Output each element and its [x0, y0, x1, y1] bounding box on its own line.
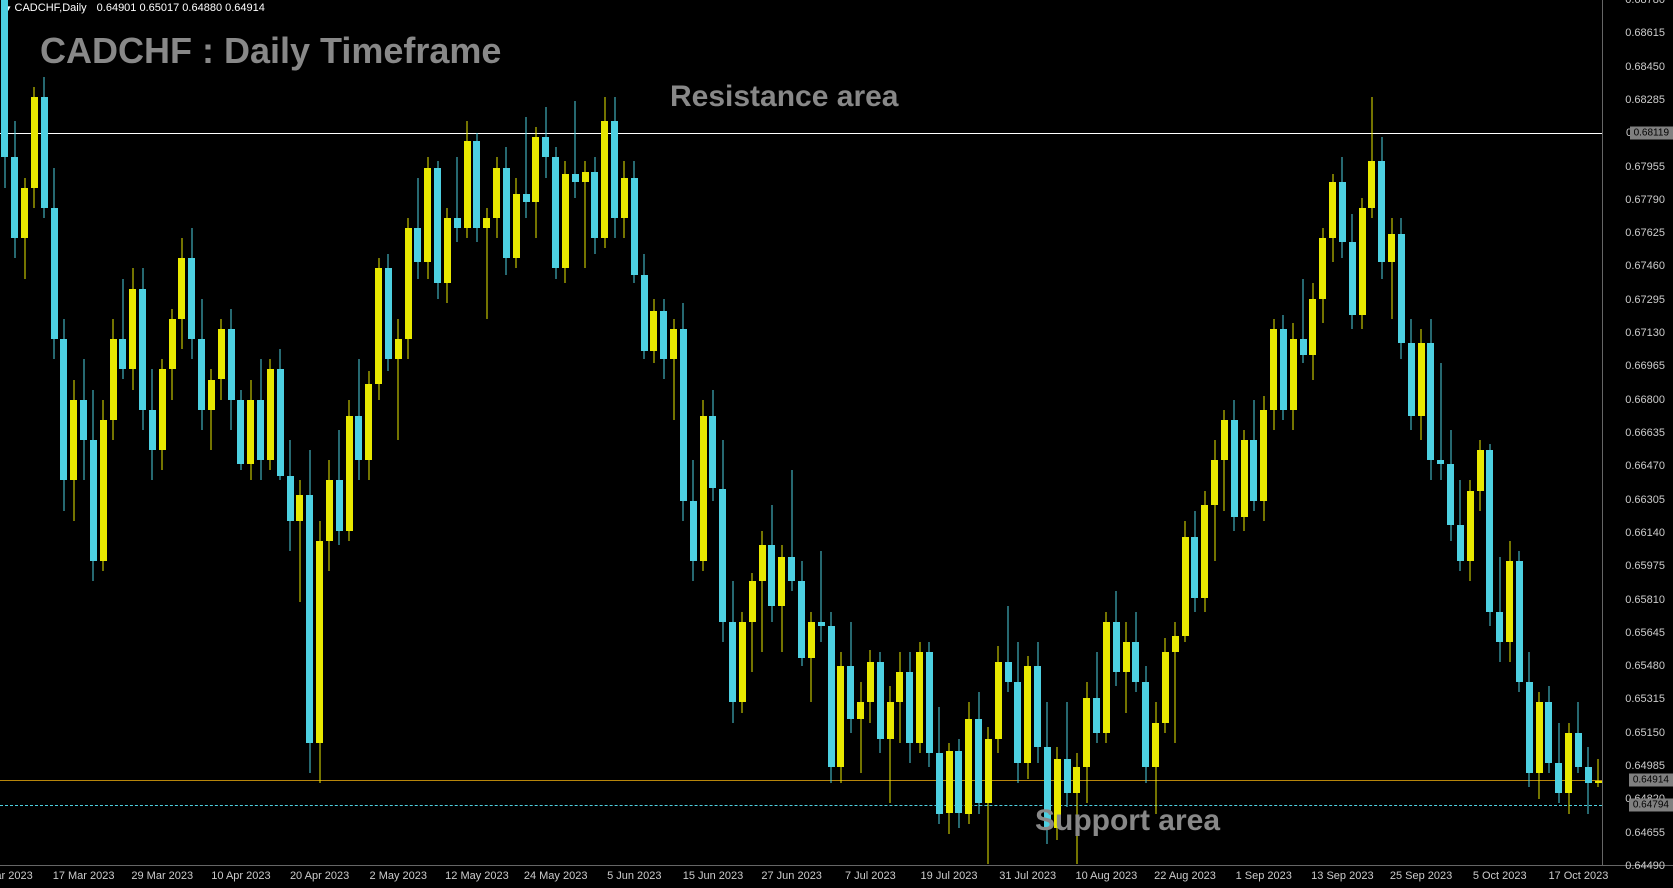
- x-tick: 10 Apr 2023: [211, 870, 270, 882]
- y-tick: 0.65315: [1625, 693, 1665, 705]
- support-annotation: Support area: [1035, 804, 1220, 838]
- y-tick: 0.68285: [1625, 94, 1665, 106]
- resistance-annotation: Resistance area: [670, 80, 899, 114]
- x-tick: 5 Oct 2023: [1473, 870, 1527, 882]
- x-tick: 24 May 2023: [524, 870, 588, 882]
- x-tick: 12 May 2023: [445, 870, 509, 882]
- y-tick: 0.64985: [1625, 760, 1665, 772]
- x-tick: 17 Oct 2023: [1548, 870, 1608, 882]
- y-tick: 0.68780: [1625, 0, 1665, 6]
- y-tick: 0.66140: [1625, 527, 1665, 539]
- y-tick: 0.67790: [1625, 194, 1665, 206]
- x-tick: 17 Mar 2023: [53, 870, 115, 882]
- horizontal-line: [0, 133, 1602, 134]
- price-label: 0.64794: [1629, 798, 1673, 811]
- y-axis: 0.68780 0.68615 0.68450 0.68285 0.68119 0.679…: [1603, 0, 1673, 866]
- x-tick: 1 Sep 2023: [1236, 870, 1292, 882]
- x-tick: 15 Jun 2023: [683, 870, 744, 882]
- chart-container[interactable]: ▾ CADCHF,Daily 0.64901 0.65017 0.64880 0…: [0, 0, 1673, 888]
- y-tick: 0.66965: [1625, 360, 1665, 372]
- y-tick: 0.65645: [1625, 627, 1665, 639]
- bid-line: [0, 805, 1602, 806]
- x-axis: 7 Mar 2023 17 Mar 2023 29 Mar 2023 10 Apr 2…: [0, 866, 1603, 888]
- x-tick: 2 May 2023: [370, 870, 427, 882]
- y-tick: 0.66305: [1625, 494, 1665, 506]
- x-tick: 7 Mar 2023: [0, 870, 33, 882]
- x-tick: 10 Aug 2023: [1075, 870, 1137, 882]
- x-tick: 7 Jul 2023: [845, 870, 896, 882]
- y-tick: 0.67625: [1625, 227, 1665, 239]
- x-tick: 27 Jun 2023: [761, 870, 822, 882]
- y-tick: 0.68615: [1625, 27, 1665, 39]
- x-tick: 5 Jun 2023: [607, 870, 661, 882]
- x-tick: 29 Mar 2023: [131, 870, 193, 882]
- y-tick: 0.65810: [1625, 594, 1665, 606]
- y-tick: 0.64655: [1625, 827, 1665, 839]
- y-tick: 0.67955: [1625, 161, 1665, 173]
- y-tick: 0.66635: [1625, 427, 1665, 439]
- horizontal-line: [0, 780, 1602, 781]
- y-tick: 0.66800: [1625, 394, 1665, 406]
- x-tick: 20 Apr 2023: [290, 870, 349, 882]
- x-tick: 13 Sep 2023: [1311, 870, 1373, 882]
- y-tick: 0.65480: [1625, 660, 1665, 672]
- y-tick: 0.67130: [1625, 327, 1665, 339]
- y-tick: 0.67460: [1625, 260, 1665, 272]
- price-label: 0.64914: [1629, 774, 1673, 787]
- y-tick: 0.66470: [1625, 460, 1665, 472]
- chart-title-annotation: CADCHF : Daily Timeframe: [40, 30, 501, 72]
- y-tick: 0.65150: [1625, 727, 1665, 739]
- y-tick: 0.68450: [1625, 61, 1665, 73]
- price-label: 0.68119: [1630, 127, 1673, 140]
- x-tick: 19 Jul 2023: [921, 870, 978, 882]
- x-tick: 25 Sep 2023: [1390, 870, 1452, 882]
- x-tick: 31 Jul 2023: [999, 870, 1056, 882]
- x-tick: 22 Aug 2023: [1154, 870, 1216, 882]
- y-tick: 0.65975: [1625, 560, 1665, 572]
- plot-area[interactable]: [0, 0, 1603, 866]
- y-tick: 0.64490: [1625, 860, 1665, 872]
- y-tick: 0.67295: [1625, 294, 1665, 306]
